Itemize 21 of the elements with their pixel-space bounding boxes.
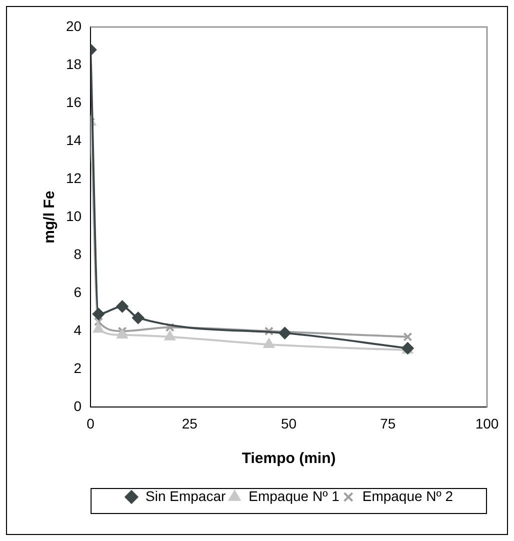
y-tick-label: 20 <box>66 18 82 34</box>
x-tick-label: 50 <box>280 415 297 432</box>
y-tick-label: 16 <box>66 94 82 110</box>
x-axis-title: Tiempo (min) <box>242 450 336 468</box>
y-tick-label: 0 <box>74 398 82 414</box>
x-tick-label: 100 <box>475 415 499 432</box>
y-tick-label: 18 <box>66 56 82 72</box>
x-tick-label: 75 <box>380 415 396 432</box>
y-tick-label: 4 <box>74 322 82 338</box>
legend-label: Empaque Nº 2 <box>362 488 454 504</box>
y-axis-title: mg/l Fe <box>41 190 58 244</box>
y-tick-label: 2 <box>74 360 82 376</box>
y-tick-label: 10 <box>66 208 82 224</box>
legend-label: Sin Empacar <box>145 488 226 504</box>
x-tick-label: 25 <box>182 415 198 432</box>
y-tick-label: 6 <box>74 284 82 300</box>
y-tick-label: 14 <box>66 132 82 148</box>
x-tick-label: 0 <box>86 415 95 432</box>
y-tick-label: 12 <box>66 170 82 186</box>
y-tick-label: 8 <box>74 246 82 262</box>
legend-label: Empaque Nº 1 <box>248 488 340 504</box>
